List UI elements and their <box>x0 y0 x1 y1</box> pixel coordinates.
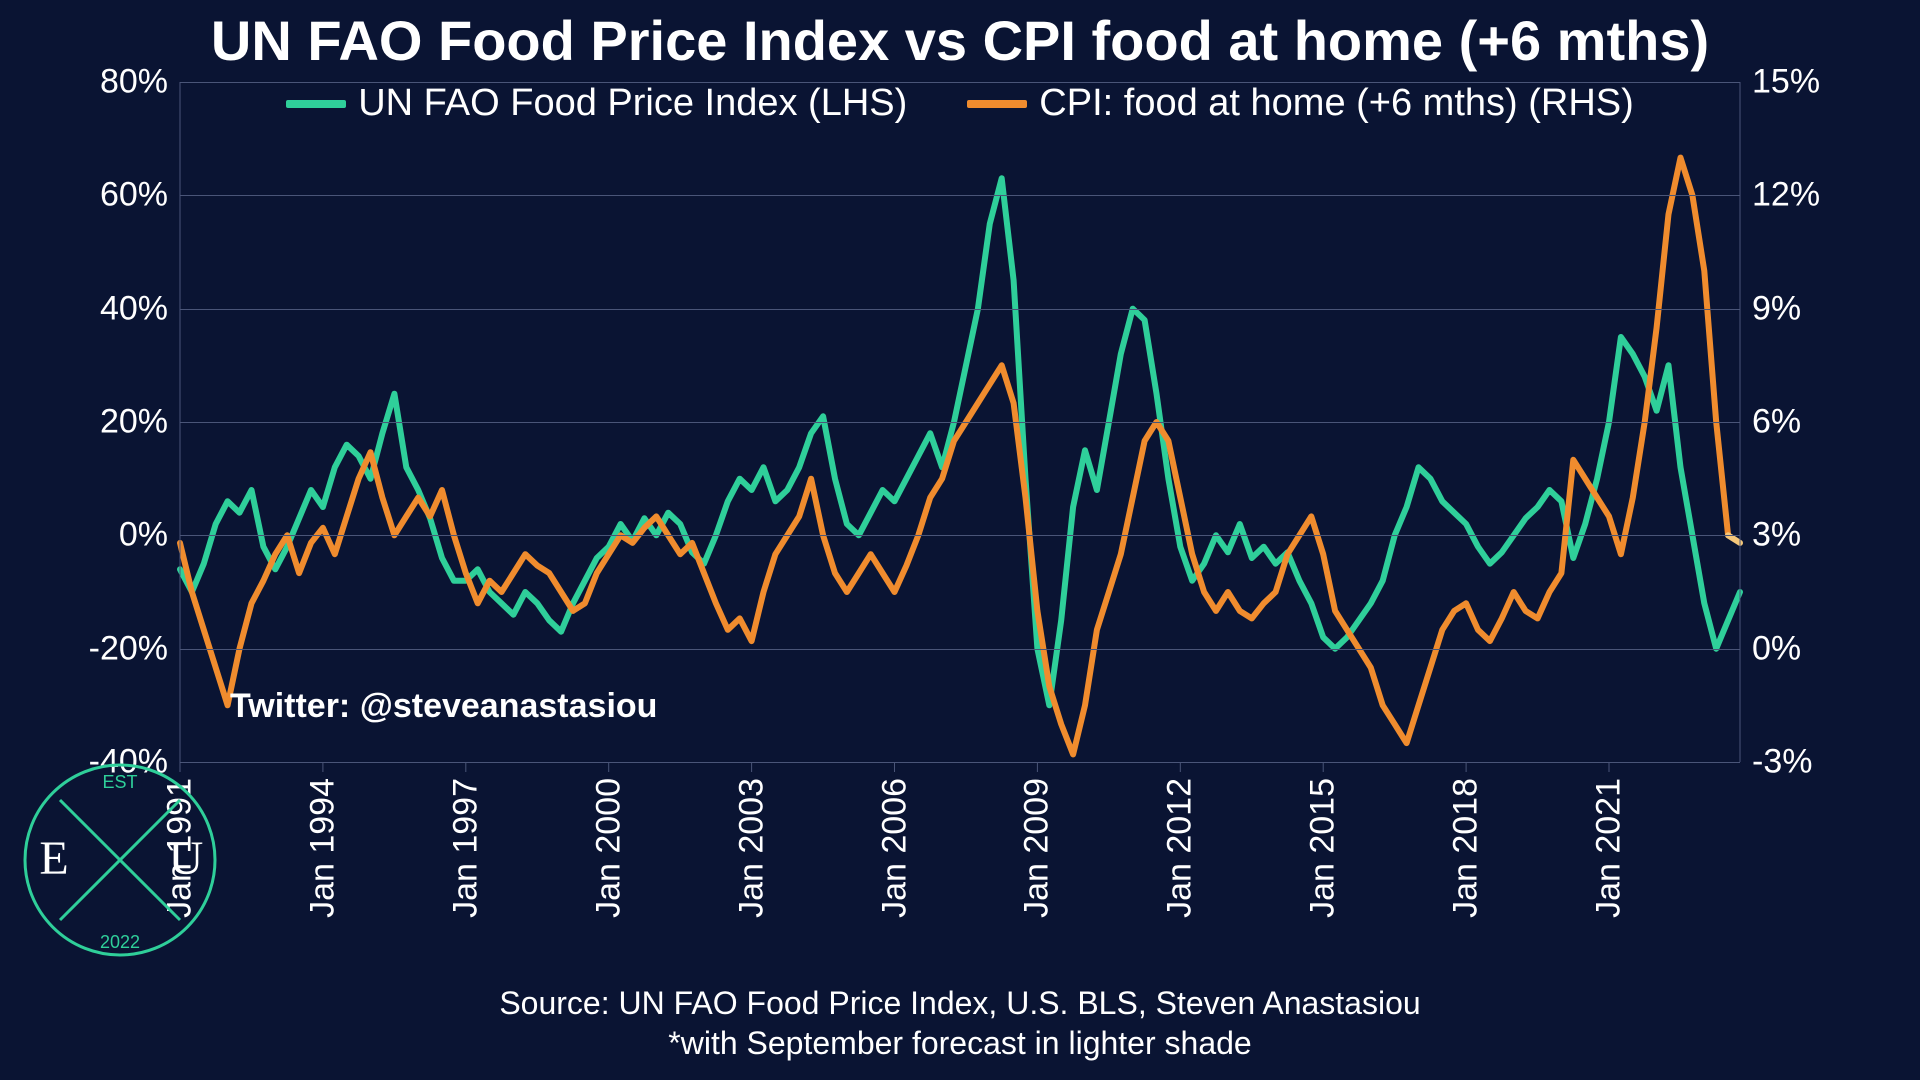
x-tick-label: Jan 2015 <box>1304 778 1343 918</box>
y-left-tick-label: 60% <box>100 176 168 215</box>
gridline <box>180 649 1740 650</box>
y-left-tick-label: 80% <box>100 63 168 102</box>
series2-forecast-line <box>1728 535 1740 543</box>
x-tick-label: Jan 1997 <box>446 778 485 918</box>
y-right-tick-label: 6% <box>1752 403 1801 442</box>
x-tick-label: Jan 2000 <box>589 778 628 918</box>
y-right-tick-label: -3% <box>1752 743 1812 782</box>
plot-area: Twitter: @steveanastasiou -40%-20%0%20%4… <box>180 82 1740 762</box>
y-right-tick-label: 15% <box>1752 63 1820 102</box>
svg-text:2022: 2022 <box>100 932 140 952</box>
gridline <box>180 762 1740 763</box>
x-tick-label: Jan 2009 <box>1018 778 1057 918</box>
y-left-tick-label: 40% <box>100 289 168 328</box>
chart-title: UN FAO Food Price Index vs CPI food at h… <box>0 8 1920 73</box>
eu-logo: EST 2022 E U <box>20 760 220 960</box>
y-left-tick-label: -20% <box>89 629 168 668</box>
series2-line <box>180 158 1728 755</box>
x-tick-label: Jan 1994 <box>303 778 342 918</box>
y-left-tick-label: 0% <box>119 516 168 555</box>
gridline <box>180 195 1740 196</box>
gridline <box>180 422 1740 423</box>
series1-line <box>180 178 1740 705</box>
svg-text:EST: EST <box>102 772 137 792</box>
x-tick-label: Jan 2018 <box>1447 778 1486 918</box>
y-right-tick-label: 12% <box>1752 176 1820 215</box>
x-tick-label: Jan 2021 <box>1590 778 1629 918</box>
x-tick-label: Jan 2006 <box>875 778 914 918</box>
gridline <box>180 535 1740 536</box>
y-right-tick-label: 3% <box>1752 516 1801 555</box>
chart-container: UN FAO Food Price Index vs CPI food at h… <box>0 0 1920 1080</box>
svg-text:U: U <box>169 832 204 885</box>
y-right-tick-label: 9% <box>1752 289 1801 328</box>
x-tick-label: Jan 2003 <box>732 778 771 918</box>
y-left-tick-label: 20% <box>100 403 168 442</box>
gridline <box>180 82 1740 83</box>
twitter-credit: Twitter: @steveanastasiou <box>230 687 657 726</box>
y-right-tick-label: 0% <box>1752 629 1801 668</box>
svg-text:E: E <box>39 832 68 885</box>
source-text: Source: UN FAO Food Price Index, U.S. BL… <box>0 985 1920 1022</box>
forecast-note: *with September forecast in lighter shad… <box>0 1025 1920 1062</box>
x-tick-label: Jan 2012 <box>1161 778 1200 918</box>
gridline <box>180 309 1740 310</box>
